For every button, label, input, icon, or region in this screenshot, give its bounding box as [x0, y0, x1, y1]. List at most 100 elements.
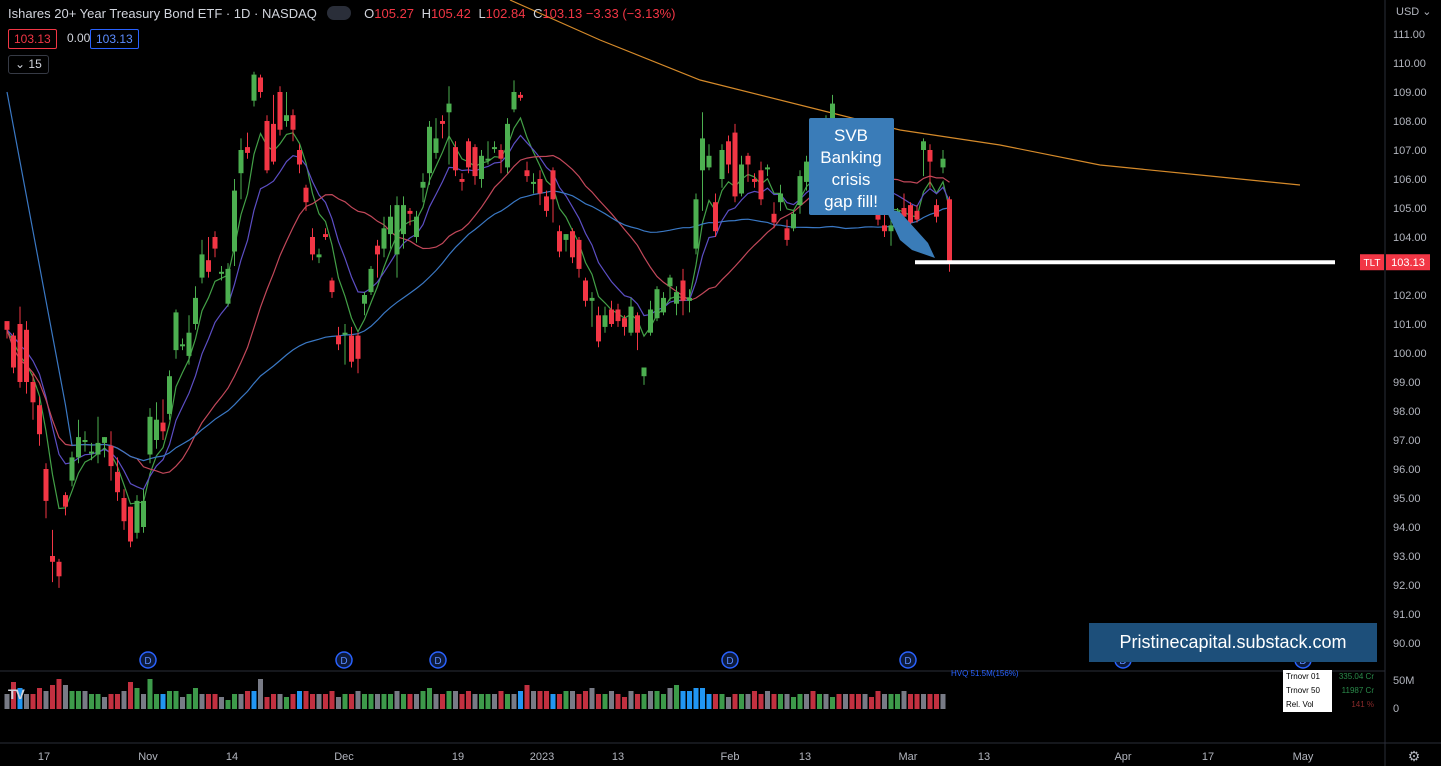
candle-body — [667, 277, 673, 287]
dividend-marker — [139, 651, 157, 669]
volume-bar — [531, 691, 536, 709]
candle-body — [414, 216, 419, 237]
tradingview-logo[interactable]: TV — [8, 686, 25, 702]
candle-body — [50, 556, 55, 562]
candle-body — [641, 367, 647, 377]
volume-bar — [648, 691, 653, 709]
candle-body — [901, 208, 907, 217]
low-label: L — [478, 6, 486, 21]
candle-body — [778, 193, 783, 203]
volume-bar — [758, 694, 764, 709]
dividend-marker-label: D — [144, 656, 151, 667]
y-tick-label: 97.00 — [1393, 435, 1421, 447]
volume-bar — [375, 694, 380, 709]
close-value: 103.13 — [542, 6, 583, 21]
candle-body — [336, 335, 341, 345]
table-key: Rel. Vol — [1283, 698, 1332, 712]
candle-body — [492, 147, 497, 150]
table-row: Trnovr 50 11987 Cr — [1283, 684, 1377, 698]
annotation-box — [809, 118, 894, 215]
candle-body — [433, 138, 439, 153]
volume-bar — [342, 694, 348, 709]
indicator-collapse-button[interactable]: ⌄ 15 — [8, 55, 49, 74]
volume-bar — [147, 679, 153, 709]
symbol-title[interactable]: Ishares 20+ Year Treasury Bond ETF · 1D … — [8, 6, 317, 21]
candle-body — [102, 437, 107, 443]
candle-body — [914, 210, 920, 220]
volume-bar — [563, 691, 569, 709]
ma-mid-line — [6, 134, 951, 491]
candle-body — [63, 495, 68, 507]
volume-bar — [349, 694, 354, 709]
candle-body — [69, 457, 75, 481]
volume-bar — [856, 694, 861, 709]
volume-bar — [823, 694, 829, 709]
symbol-tag — [1360, 254, 1384, 271]
candle-body — [258, 77, 263, 92]
x-tick-label: 14 — [226, 751, 238, 763]
volume-bar — [635, 694, 640, 709]
volume-bar — [940, 694, 946, 709]
candle-body — [459, 179, 465, 182]
y-tick-label: 90.00 — [1393, 638, 1421, 650]
volume-bar — [518, 691, 523, 709]
candle-body — [446, 103, 452, 113]
candle-body — [771, 213, 777, 223]
open-label: O — [364, 6, 375, 21]
volume-bar — [524, 685, 530, 709]
watermark: Pristinecapital.substack.com — [1089, 623, 1377, 662]
volume-bar — [82, 691, 88, 709]
visibility-toggle-icon[interactable] — [326, 6, 351, 20]
x-tick-label: 2023 — [530, 751, 554, 763]
volume-bar — [212, 694, 218, 709]
candle-body — [115, 471, 120, 493]
candle-body — [388, 216, 393, 235]
bid-price-box[interactable]: 103.13 — [8, 29, 57, 49]
candle-body — [121, 498, 127, 522]
candle-body — [784, 228, 790, 240]
dividend-marker-label: D — [340, 656, 347, 667]
volume-bar — [700, 688, 705, 709]
volume-bar — [258, 679, 263, 709]
volume-bar — [654, 691, 660, 709]
ask-price-box[interactable]: 103.13 — [90, 29, 139, 49]
annotation-line: Banking — [820, 148, 881, 167]
candle-body — [420, 181, 426, 188]
candle-body — [271, 123, 276, 162]
volume-bar — [817, 694, 822, 709]
x-tick-label: 13 — [612, 751, 624, 763]
volume-bar — [193, 688, 198, 709]
candle-body — [908, 205, 913, 223]
candle-body — [940, 158, 946, 168]
volume-bar — [11, 682, 16, 709]
candle-body — [160, 422, 166, 432]
volume-bar — [862, 694, 868, 709]
volume-bar — [264, 697, 270, 709]
candle-body — [947, 199, 952, 264]
candle-body — [30, 382, 36, 403]
candle-body — [245, 147, 250, 153]
volume-bar — [557, 694, 562, 709]
volume-bar — [888, 694, 894, 709]
candle-body — [531, 181, 536, 184]
volume-bar — [368, 694, 374, 709]
volume-bar — [914, 694, 920, 709]
candle-body — [589, 297, 595, 301]
currency-selector[interactable]: USD ⌄ — [1396, 5, 1432, 18]
candle-body — [732, 132, 738, 197]
settings-gear-icon[interactable]: ⚙ — [1408, 748, 1421, 764]
volume-bar — [251, 691, 257, 709]
candle-body — [154, 419, 159, 440]
candle-body — [609, 309, 614, 324]
candle-body — [706, 155, 712, 168]
candle-body — [680, 280, 686, 301]
spread-value: 0.00 — [67, 31, 91, 45]
x-tick-label: Dec — [334, 751, 354, 763]
candle-body — [375, 245, 380, 255]
x-tick-label: 13 — [978, 751, 990, 763]
volume-bar — [843, 694, 848, 709]
table-row: Trnovr 01 335.04 Cr — [1283, 670, 1377, 684]
volume-bar — [706, 694, 712, 709]
candle-body — [297, 150, 302, 165]
